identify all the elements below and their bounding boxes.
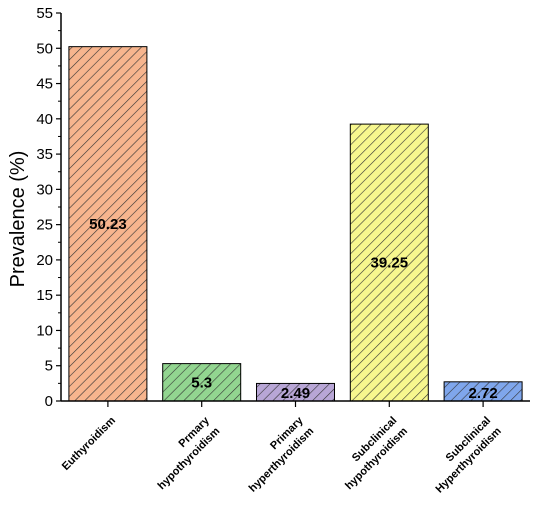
y-tick-label-1: 5: [45, 358, 53, 375]
y-tick-label-4: 20: [36, 252, 53, 269]
x-ticks-group: Euthyroidism Prmaryhypothyroidism Primaryh…: [60, 401, 504, 496]
value-labels-group: 50.23 5.3 2.49 39.25 2.72: [89, 216, 498, 402]
y-ticks-group: 0 5 10 15 20 25 30 35 40 45 50 55: [36, 5, 61, 410]
value-label-3: 39.25: [371, 255, 409, 272]
bar-1: [162, 363, 242, 402]
x-tick-label-2: Primaryhyperthyroidism: [236, 414, 317, 495]
y-axis-title: Prevalence (%): [7, 151, 29, 288]
value-label-1: 5.3: [191, 374, 212, 391]
x-tick-label-4: SubclinicalHyperthyroidism: [423, 414, 504, 495]
value-label-2: 2.49: [281, 385, 310, 402]
x-tick-label-0: Euthyroidism: [60, 414, 118, 472]
value-label-0: 50.23: [89, 216, 127, 233]
y-tick-label-5: 25: [36, 217, 53, 234]
value-label-4: 2.72: [468, 385, 497, 402]
y-tick-label-6: 30: [36, 181, 53, 198]
y-tick-label-11: 55: [36, 5, 53, 22]
bar-3: [349, 123, 429, 402]
x-tick-label-1: Prmaryhypothyroidism: [145, 414, 223, 492]
bar-0: [68, 46, 148, 402]
y-tick-label-8: 40: [36, 111, 53, 128]
y-tick-label-3: 15: [36, 287, 53, 304]
y-tick-label-9: 45: [36, 76, 53, 93]
y-tick-label-0: 0: [45, 393, 53, 410]
y-tick-label-2: 10: [36, 322, 53, 339]
bars-group: [68, 46, 523, 402]
x-tick-label-3: Subclinicalhypothyroidism: [333, 414, 411, 492]
y-tick-label-7: 35: [36, 146, 53, 163]
y-tick-label-10: 50: [36, 40, 53, 57]
